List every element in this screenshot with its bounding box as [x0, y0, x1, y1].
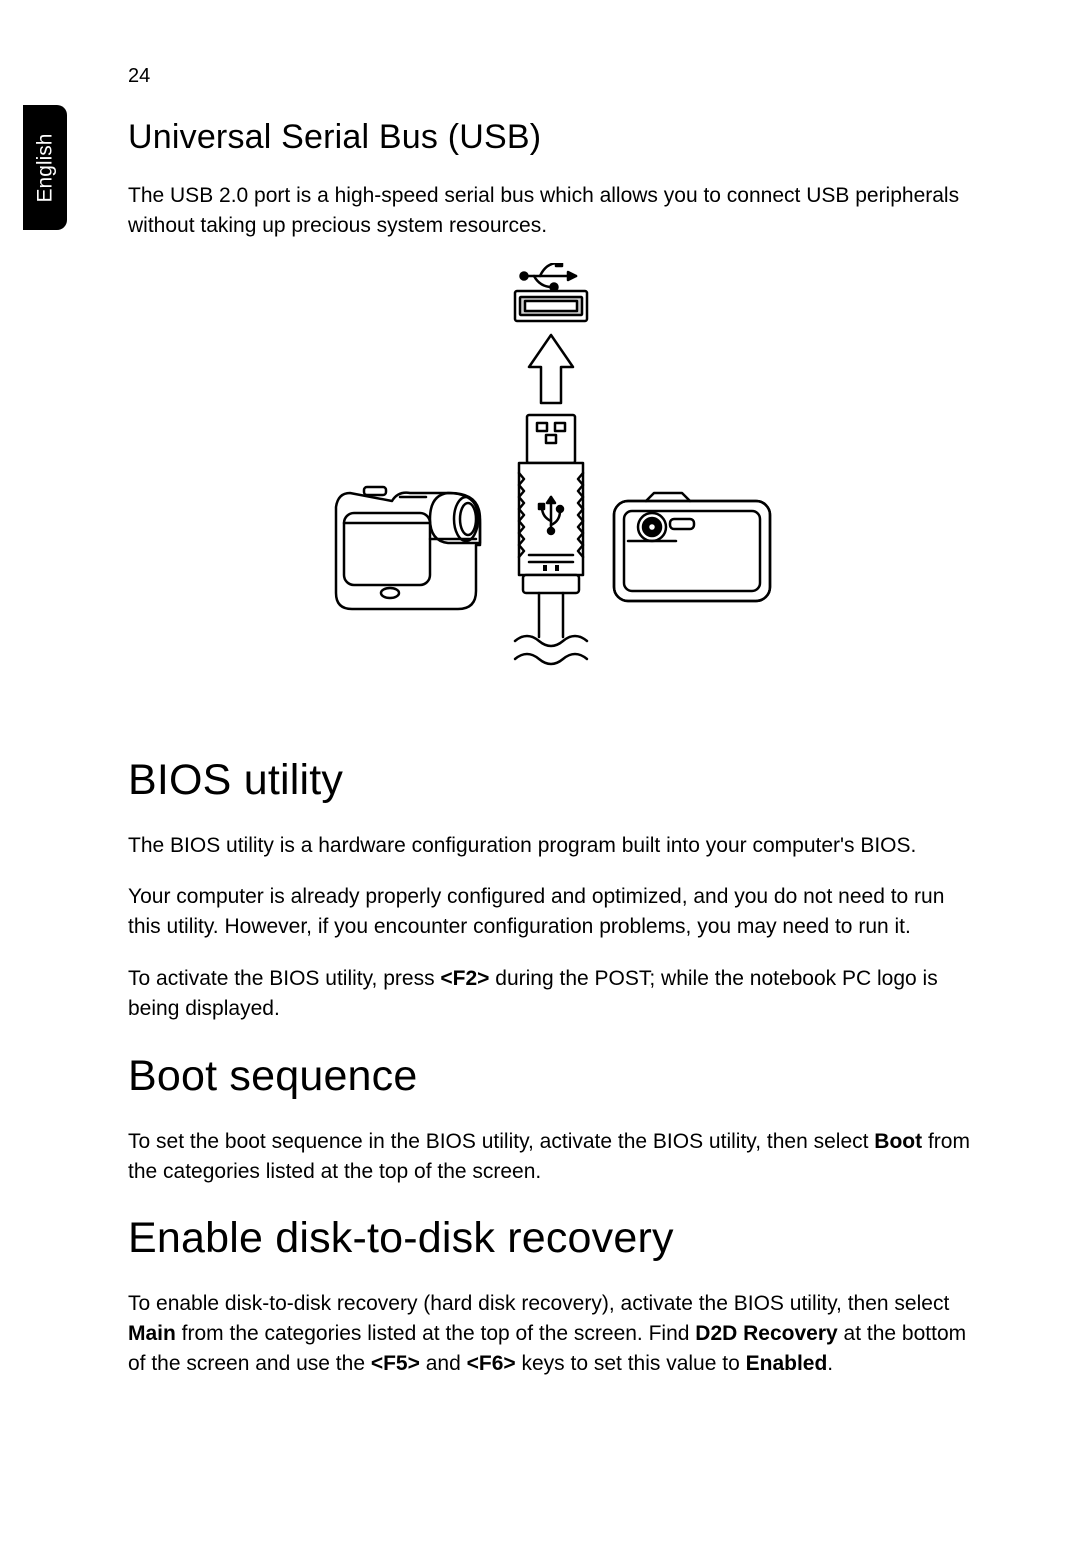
language-tab: English	[23, 105, 67, 230]
bios-heading: BIOS utility	[128, 756, 972, 805]
usb-heading: Universal Serial Bus (USB)	[128, 118, 972, 157]
d2d-p1-f6: <F6>	[467, 1352, 516, 1375]
d2d-p1-main: Main	[128, 1322, 176, 1345]
bios-p1: The BIOS utility is a hardware configura…	[128, 831, 972, 861]
bios-p3-key: <F2>	[440, 967, 489, 990]
boot-p1: To set the boot sequence in the BIOS uti…	[128, 1127, 972, 1187]
usb-diagram-svg	[270, 263, 830, 723]
language-label: English	[33, 133, 57, 202]
boot-p1-pre: To set the boot sequence in the BIOS uti…	[128, 1130, 874, 1153]
page-number: 24	[128, 65, 972, 88]
d2d-p1-e: keys to set this value to	[516, 1352, 746, 1375]
d2d-p1-f5: <F5>	[371, 1352, 420, 1375]
usb-figure	[128, 263, 972, 728]
d2d-heading: Enable disk-to-disk recovery	[128, 1214, 972, 1263]
d2d-p1-enabled: Enabled	[746, 1352, 828, 1375]
bios-p3: To activate the BIOS utility, press <F2>…	[128, 964, 972, 1024]
usb-paragraph: The USB 2.0 port is a high-speed serial …	[128, 181, 972, 241]
bios-p2: Your computer is already properly config…	[128, 882, 972, 942]
boot-p1-bold: Boot	[874, 1130, 922, 1153]
bios-p3-pre: To activate the BIOS utility, press	[128, 967, 440, 990]
d2d-p1-d: and	[420, 1352, 467, 1375]
d2d-p1: To enable disk-to-disk recovery (hard di…	[128, 1289, 972, 1378]
d2d-p1-b: from the categories listed at the top of…	[176, 1322, 695, 1345]
boot-heading: Boot sequence	[128, 1052, 972, 1101]
d2d-p1-d2d: D2D Recovery	[695, 1322, 837, 1345]
d2d-p1-a: To enable disk-to-disk recovery (hard di…	[128, 1292, 949, 1315]
d2d-p1-f: .	[827, 1352, 833, 1375]
